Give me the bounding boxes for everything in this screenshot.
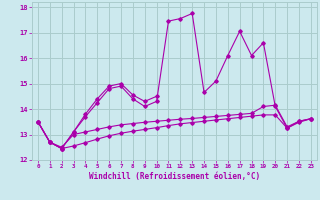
X-axis label: Windchill (Refroidissement éolien,°C): Windchill (Refroidissement éolien,°C)	[89, 172, 260, 181]
